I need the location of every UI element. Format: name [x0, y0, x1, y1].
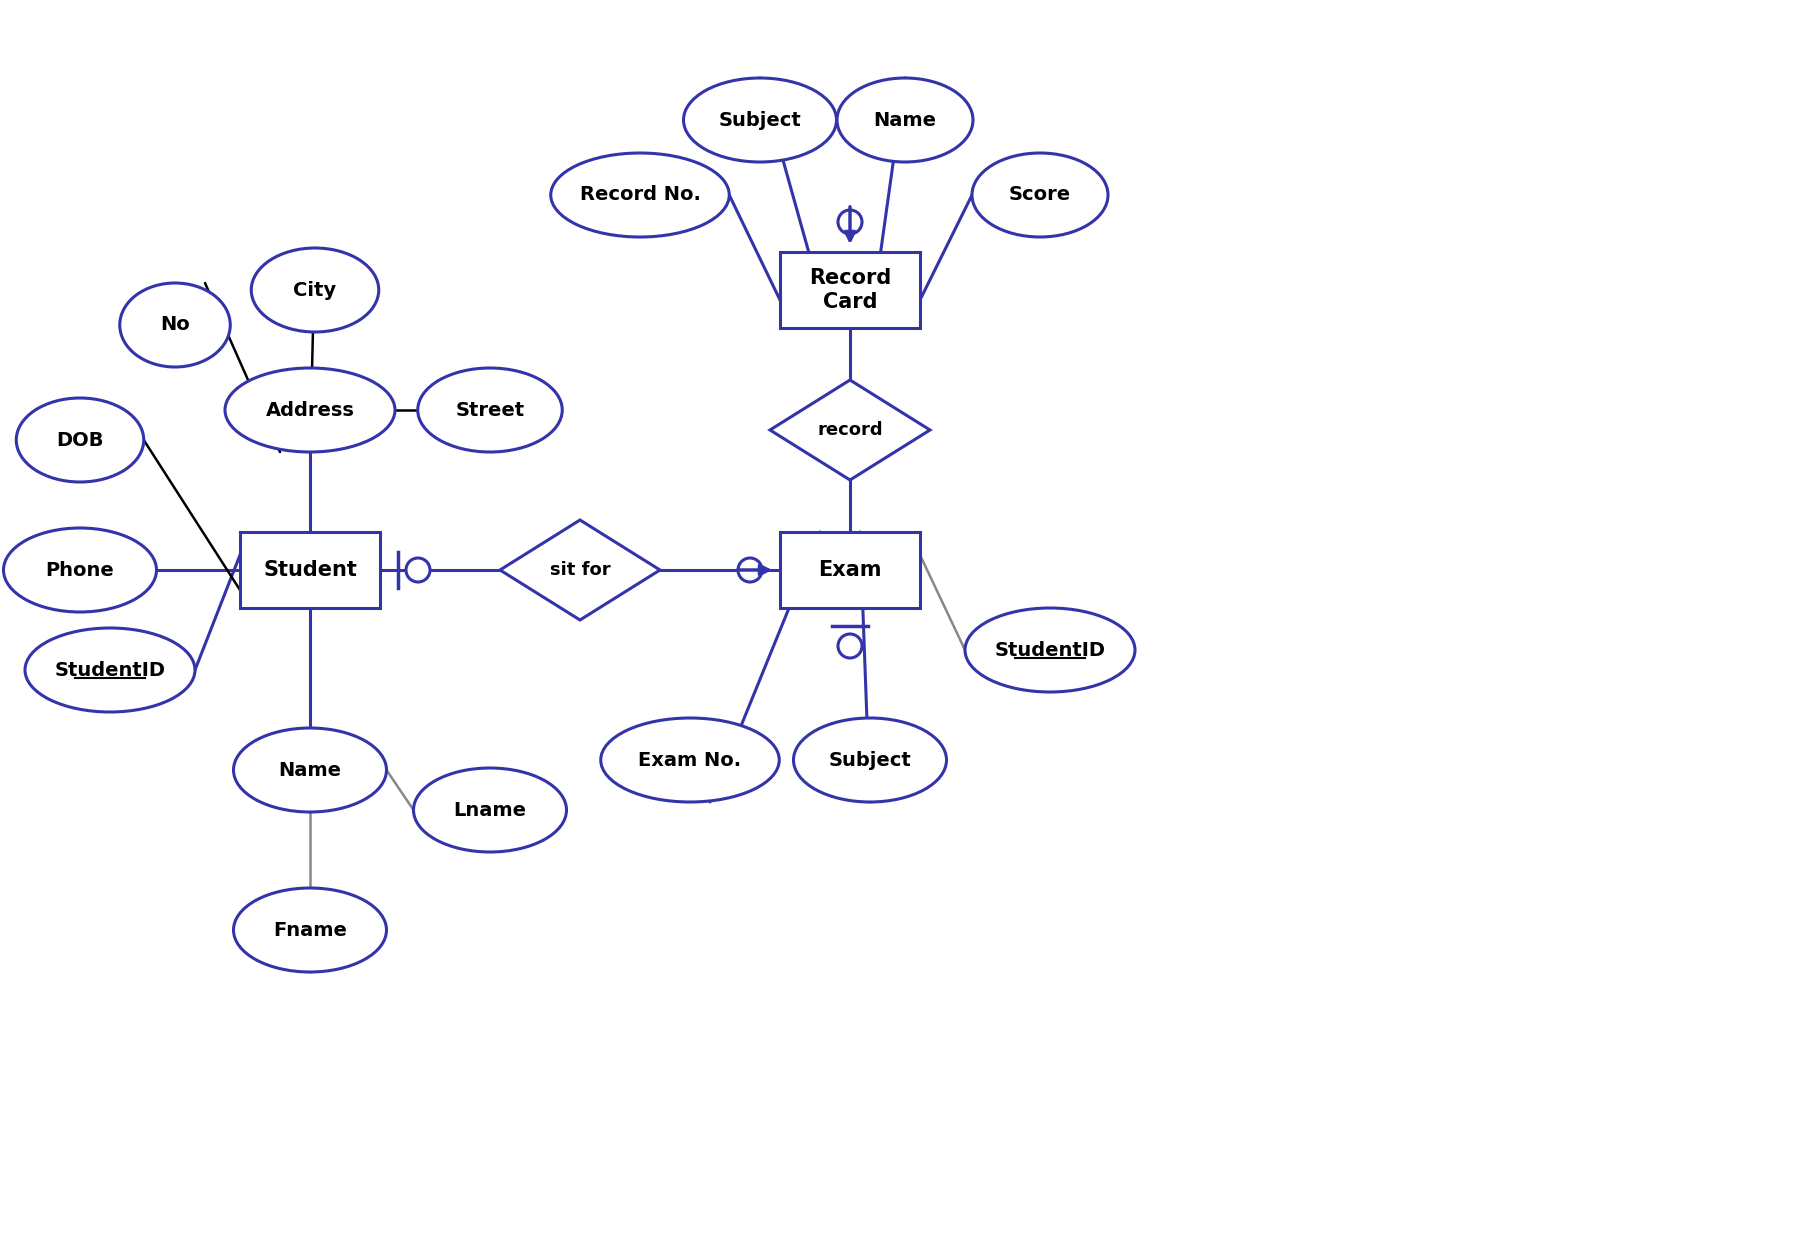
Text: Name: Name — [873, 110, 936, 130]
Ellipse shape — [684, 78, 837, 162]
Text: No: No — [160, 315, 189, 335]
Ellipse shape — [794, 718, 947, 803]
Ellipse shape — [252, 248, 378, 332]
Bar — [779, 532, 920, 608]
Ellipse shape — [551, 152, 729, 238]
Circle shape — [839, 634, 862, 658]
Text: Subject: Subject — [718, 110, 801, 130]
Text: Fname: Fname — [274, 920, 347, 940]
Ellipse shape — [414, 768, 567, 853]
Text: StudentID: StudentID — [994, 640, 1105, 660]
Ellipse shape — [837, 78, 974, 162]
Ellipse shape — [234, 888, 387, 973]
Text: Exam No.: Exam No. — [639, 750, 742, 770]
Ellipse shape — [4, 528, 157, 612]
Text: Exam: Exam — [819, 560, 882, 580]
Polygon shape — [770, 380, 931, 480]
Circle shape — [738, 558, 761, 582]
Text: Name: Name — [279, 760, 342, 780]
Text: record: record — [817, 421, 882, 439]
Bar — [779, 253, 920, 328]
Ellipse shape — [25, 628, 194, 712]
Ellipse shape — [601, 718, 779, 803]
Bar — [239, 532, 380, 608]
Text: City: City — [293, 280, 337, 300]
Text: DOB: DOB — [56, 430, 104, 450]
Text: Student: Student — [263, 560, 356, 580]
Text: Subject: Subject — [828, 750, 911, 770]
Text: Street: Street — [455, 400, 524, 420]
Text: Address: Address — [266, 400, 355, 420]
Text: Record No.: Record No. — [580, 185, 700, 205]
Circle shape — [407, 558, 430, 582]
Text: Score: Score — [1010, 185, 1071, 205]
Ellipse shape — [234, 728, 387, 813]
Text: StudentID: StudentID — [54, 660, 166, 680]
Text: Phone: Phone — [45, 560, 115, 580]
Ellipse shape — [972, 152, 1109, 238]
Ellipse shape — [121, 282, 230, 368]
Ellipse shape — [225, 368, 394, 452]
Polygon shape — [500, 520, 661, 620]
Circle shape — [839, 210, 862, 234]
Text: sit for: sit for — [549, 561, 610, 579]
Ellipse shape — [965, 608, 1136, 693]
Ellipse shape — [418, 368, 562, 452]
Text: Record
Card: Record Card — [808, 269, 891, 311]
Text: Lname: Lname — [454, 800, 526, 820]
Ellipse shape — [16, 398, 144, 482]
